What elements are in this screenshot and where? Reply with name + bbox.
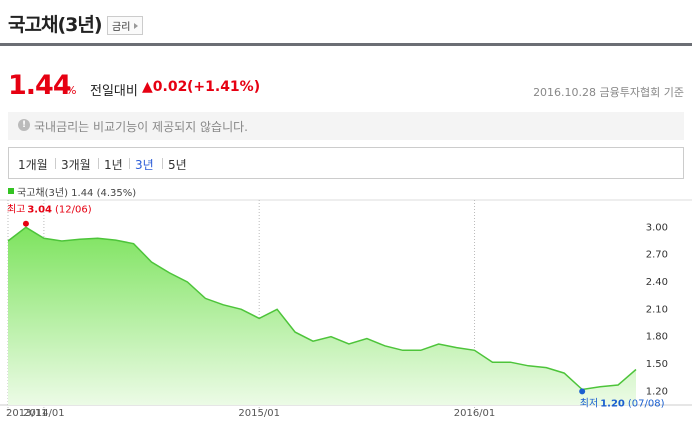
- high-value: 3.04: [27, 205, 52, 216]
- x-tick-label: 2015/01: [238, 408, 280, 419]
- y-tick-label: 3.00: [646, 222, 668, 233]
- tab-separator: [55, 158, 56, 169]
- high-annotation: 최고 3.04 (12/06): [7, 204, 92, 216]
- price: 1.44: [8, 70, 72, 101]
- y-tick-label: 2.70: [646, 250, 668, 261]
- high-label: 최고: [7, 204, 25, 216]
- low-value: 1.20: [600, 398, 625, 409]
- tab-separator: [162, 158, 163, 169]
- y-tick-label: 2.40: [646, 277, 668, 288]
- legend-change: (4.35%): [96, 188, 137, 199]
- title: 국고채(3년): [8, 14, 103, 36]
- legend: 국고채(3년) 1.44 (4.35%): [17, 184, 136, 199]
- y-tick-label: 1.50: [646, 359, 668, 370]
- tab-separator: [129, 158, 130, 169]
- x-tick-label: 2014/01: [23, 408, 65, 419]
- legend-value: 1.44: [71, 188, 94, 199]
- high-marker: [22, 220, 29, 227]
- tab-separator: [98, 158, 99, 169]
- compare-label: 전일대비: [90, 84, 138, 99]
- tab[interactable]: 1년: [104, 158, 123, 172]
- area: [8, 227, 636, 405]
- info-icon: !: [18, 119, 30, 131]
- tab[interactable]: 3개월: [61, 158, 91, 172]
- y-tick-label: 2.10: [646, 304, 668, 315]
- y-tick-label: 1.20: [646, 386, 668, 397]
- notice-box: [8, 112, 684, 140]
- tab[interactable]: 1개월: [18, 158, 48, 172]
- notice: 국내금리는 비교기능이 제공되지 않습니다.: [34, 120, 248, 134]
- change-percent: (+1.41%): [187, 79, 261, 95]
- legend-swatch: [8, 188, 14, 194]
- tab[interactable]: 5년: [168, 158, 187, 172]
- low-date: (07/08): [628, 398, 665, 409]
- change: ▲0.02: [142, 79, 188, 95]
- x-tick-label: 2016/01: [454, 408, 496, 419]
- divider: [0, 43, 692, 46]
- legend-name: 국고채(3년): [17, 188, 68, 199]
- x-tick-label: 2013/11: [6, 408, 48, 419]
- low-label: 최저: [580, 397, 598, 409]
- line: [7, 226, 637, 391]
- basis: 2016.10.28 금융투자협회 기준: [533, 86, 684, 99]
- rate-button[interactable]: 금리: [107, 16, 144, 35]
- unit: %: [66, 84, 77, 97]
- y-tick-label: 1.80: [646, 332, 668, 343]
- high-date: (12/06): [55, 205, 92, 216]
- tab[interactable]: 3년: [135, 158, 154, 172]
- tab-bar: [8, 147, 684, 179]
- low-annotation: 최저 1.20 (07/08): [580, 397, 665, 409]
- low-marker: [579, 388, 586, 395]
